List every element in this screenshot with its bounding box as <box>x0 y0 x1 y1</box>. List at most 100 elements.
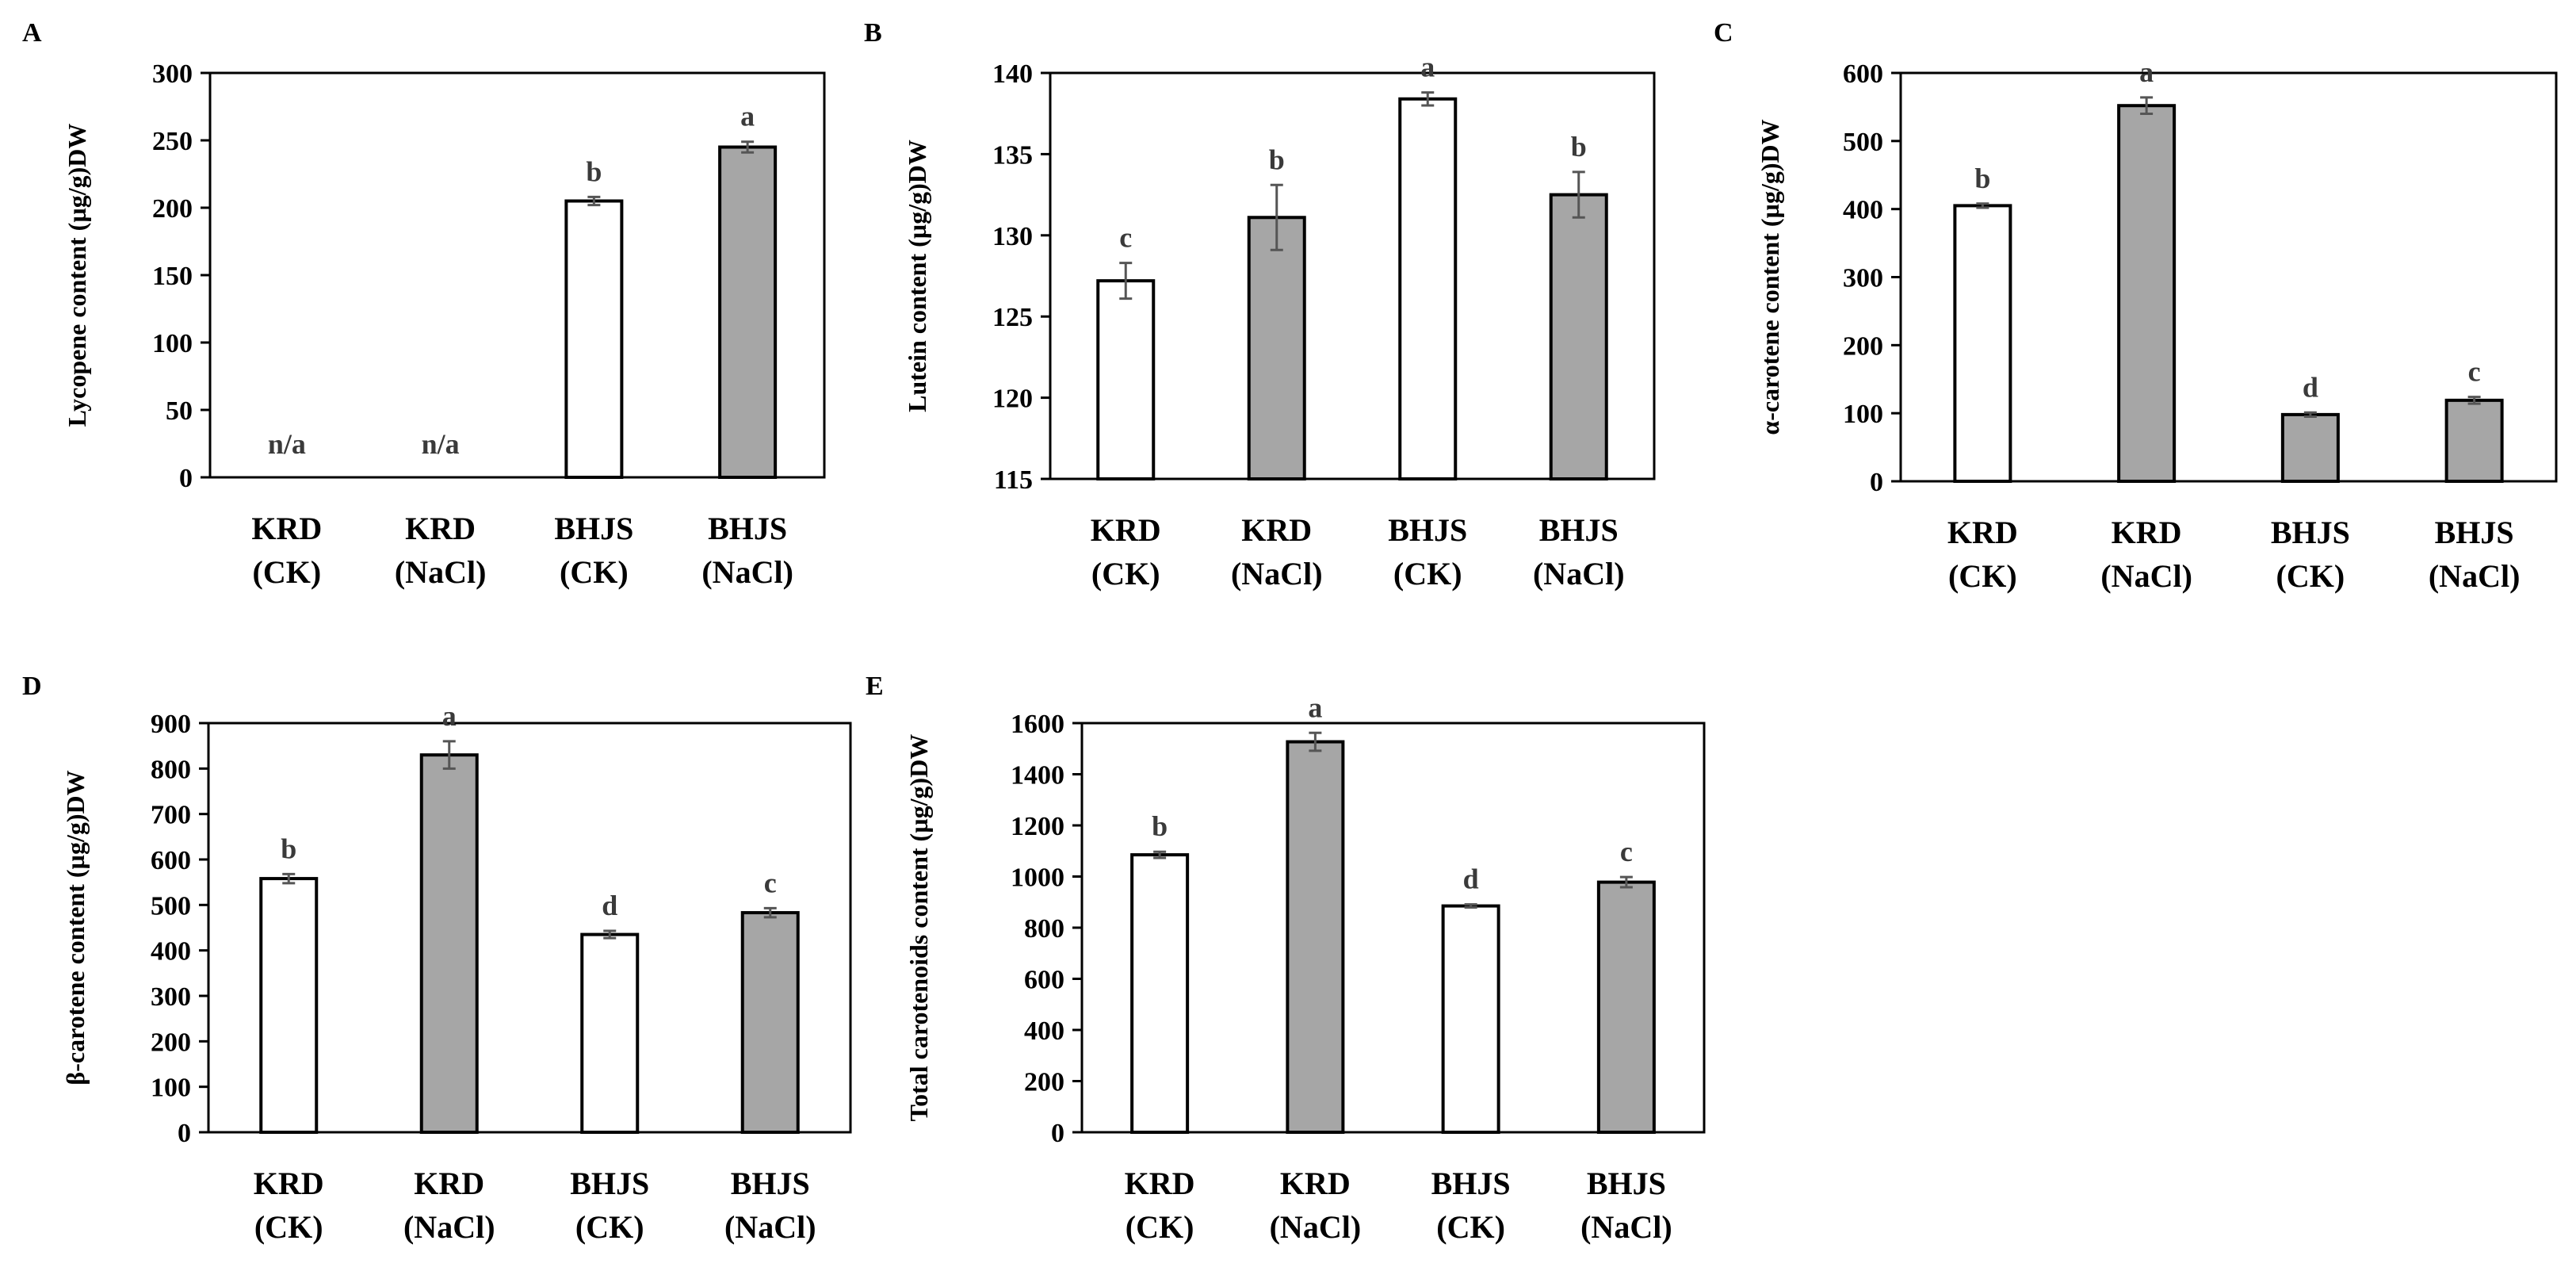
x-category-sublabel: (NaCl) <box>701 554 793 590</box>
y-tick-label: 200 <box>152 194 193 224</box>
y-tick-label: 1200 <box>1011 812 1064 841</box>
panel-letter: E <box>866 672 884 701</box>
significance-letter: b <box>281 833 296 864</box>
significance-letter: c <box>764 867 777 898</box>
bar <box>580 932 640 1134</box>
x-category-label: KRD <box>405 511 476 546</box>
y-tick-label: 0 <box>1870 468 1883 497</box>
panel-letter: D <box>22 672 42 701</box>
x-category-sublabel: (NaCl) <box>1231 556 1323 591</box>
chart-panel-c: C 0 100 200 300 400 500 600 α-carotene content (… <box>1714 18 2558 594</box>
bar <box>1441 904 1500 1135</box>
chart-panel-e: E 0 200 400 600 800 1000 1200 1400 1600 Total caro… <box>866 672 1706 1245</box>
x-category-label: BHJS <box>570 1166 649 1201</box>
y-tick-label: 100 <box>152 329 193 358</box>
y-tick-label: 0 <box>1051 1119 1064 1148</box>
bar <box>1247 216 1306 480</box>
bar <box>2280 412 2340 484</box>
y-axis-label: β-carotene content (µg/g)DW <box>61 770 90 1085</box>
x-category-sublabel: (CK) <box>560 554 629 590</box>
x-category-label: KRD <box>414 1166 484 1201</box>
y-tick-label: 200 <box>151 1028 191 1057</box>
y-axis-label: Lutein content (µg/g)DW <box>903 140 931 412</box>
significance-letter: b <box>1152 810 1168 842</box>
x-category-label: KRD <box>254 1166 324 1201</box>
significance-letter: c <box>2468 356 2481 388</box>
bar <box>740 911 800 1134</box>
y-tick-label: 0 <box>179 464 193 493</box>
x-category-sublabel: (NaCl) <box>395 554 487 590</box>
x-category-sublabel: (NaCl) <box>2429 558 2521 594</box>
x-category-label: KRD <box>2112 515 2182 550</box>
x-category-label: KRD <box>1241 512 1312 548</box>
y-tick-label: 400 <box>1024 1016 1064 1046</box>
y-tick-label: 600 <box>1024 966 1064 995</box>
y-tick-label: 800 <box>1024 914 1064 944</box>
x-category-label: BHJS <box>554 511 633 546</box>
significance-letter: b <box>1974 163 1990 194</box>
plot-frame <box>1049 71 1656 480</box>
y-tick-label: 125 <box>992 303 1033 332</box>
significance-letter: a <box>442 700 457 732</box>
y-tick-label: 600 <box>151 846 191 875</box>
significance-letter: b <box>1571 131 1587 163</box>
x-category-sublabel: (NaCl) <box>2100 558 2192 594</box>
bar <box>1096 279 1156 481</box>
y-tick-label: 0 <box>178 1119 191 1148</box>
x-category-label: KRD <box>1280 1166 1351 1201</box>
x-category-label: KRD <box>1947 515 2018 550</box>
bar <box>1130 853 1190 1135</box>
bar <box>564 199 624 479</box>
panel-letter: C <box>1714 18 1733 48</box>
panel-letter: A <box>22 18 42 48</box>
y-tick-label: 115 <box>994 465 1033 495</box>
bar <box>1953 204 2012 483</box>
bar <box>2117 104 2177 483</box>
bar <box>1596 880 1656 1134</box>
chart-panel-a: A 0 50 100 150 200 250 300 Lycopene content (µg/… <box>22 18 826 590</box>
y-tick-label: 1600 <box>1011 710 1064 739</box>
bar <box>259 877 319 1134</box>
x-category-sublabel: (NaCl) <box>724 1209 816 1245</box>
x-category-label: BHJS <box>2271 515 2350 550</box>
panel-letter: B <box>864 18 882 48</box>
y-tick-label: 500 <box>151 891 191 921</box>
chart-panel-d: D 0 100 200 300 400 500 600 700 800 900 β-carotene … <box>22 672 852 1245</box>
y-tick-label: 50 <box>166 396 193 426</box>
significance-letter: d <box>602 890 617 921</box>
y-tick-label: 300 <box>152 59 193 89</box>
y-tick-label: 130 <box>992 222 1033 251</box>
x-category-sublabel: (CK) <box>253 554 322 590</box>
y-axis-label: Lycopene content (µg/g)DW <box>63 124 91 427</box>
bar <box>1286 740 1345 1134</box>
significance-letter: d <box>1463 863 1479 895</box>
significance-letter: b <box>586 155 602 187</box>
y-tick-label: 200 <box>1024 1068 1064 1097</box>
significance-letter: a <box>1420 52 1435 83</box>
x-category-sublabel: (CK) <box>1436 1209 1505 1245</box>
y-axis-label: α-carotene content (µg/g)DW <box>1756 119 1784 435</box>
significance-letter: c <box>1119 222 1132 254</box>
x-category-sublabel: (CK) <box>254 1209 323 1245</box>
x-category-label: BHJS <box>1587 1166 1666 1201</box>
significance-letter: a <box>1308 691 1322 723</box>
y-tick-label: 1000 <box>1011 863 1064 893</box>
y-tick-label: 700 <box>151 801 191 830</box>
bar <box>2444 398 2504 484</box>
y-tick-label: 135 <box>992 140 1033 170</box>
x-category-sublabel: (CK) <box>1948 558 2017 594</box>
significance-letter: b <box>1269 144 1285 175</box>
plot-frame <box>207 722 852 1134</box>
significance-letter: a <box>740 101 755 132</box>
bar <box>419 753 479 1135</box>
x-category-sublabel: (NaCl) <box>1533 556 1625 591</box>
y-tick-label: 400 <box>151 937 191 967</box>
x-category-sublabel: (CK) <box>575 1209 644 1245</box>
y-tick-label: 500 <box>1843 128 1883 157</box>
bar <box>1398 97 1458 480</box>
y-tick-label: 200 <box>1843 331 1883 361</box>
x-category-sublabel: (CK) <box>1126 1209 1194 1245</box>
chart-panel-b: B 115 120 125 130 135 140 Lutein content (µg/g)… <box>864 18 1656 591</box>
x-category-label: BHJS <box>1539 512 1619 548</box>
